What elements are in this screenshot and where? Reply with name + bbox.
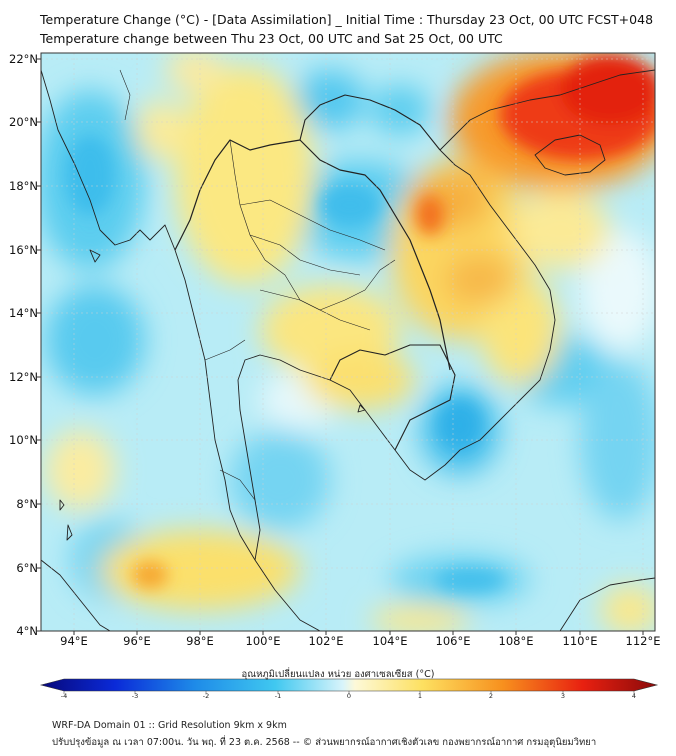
lon-label: 96°E (123, 634, 151, 648)
lat-label: 14°N (9, 306, 38, 320)
lat-label: 8°N (16, 497, 38, 511)
colorbar-title: อุณหภูมิเปลี่ยนแปลง หน่วย องศาเซลเซียส (… (241, 669, 435, 680)
colorbar-tick-label: 3 (560, 692, 566, 700)
lon-label: 94°E (60, 634, 88, 648)
map-title: Temperature Change (°C) - [Data Assimila… (40, 12, 654, 27)
coastlines-borders (41, 69, 655, 631)
temperature-field (41, 53, 655, 631)
colorbar-tick-label: 2 (488, 692, 494, 700)
lat-label: 4°N (16, 624, 38, 638)
lat-label: 6°N (16, 561, 38, 575)
lat-label: 16°N (9, 243, 38, 257)
lon-label: 106°E (435, 634, 471, 648)
map-subtitle: Temperature change between Thu 23 Oct, 0… (40, 31, 503, 46)
footer-credit: ปรับปรุงข้อมูล ณ เวลา 07:00น. วัน พฤ. ที… (52, 737, 597, 748)
field-blobs (41, 53, 655, 631)
lon-label: 108°E (498, 634, 534, 648)
lon-label: 100°E (245, 634, 281, 648)
lon-label: 110°E (562, 634, 598, 648)
colorbar-tick-label: -3 (131, 692, 139, 700)
colorbar (39, 678, 659, 694)
footer-model-info: WRF-DA Domain 01 :: Grid Resolution 9km … (52, 720, 287, 731)
colorbar-tick-label: 1 (417, 692, 423, 700)
colorbar-tick-label: -4 (60, 692, 68, 700)
colorbar-tick-label: -2 (202, 692, 210, 700)
colorbar-tick-label: 4 (631, 692, 637, 700)
field-cores (65, 55, 655, 592)
lat-label: 18°N (9, 179, 38, 193)
lat-label: 22°N (9, 52, 38, 66)
axis-ticks (37, 58, 644, 635)
lat-label: 20°N (9, 115, 38, 129)
lon-label: 104°E (372, 634, 408, 648)
colorbar-tick-label: -1 (274, 692, 282, 700)
colorbar-tick-label: 0 (346, 692, 352, 700)
map-frame (40, 52, 656, 632)
lon-label: 102°E (308, 634, 344, 648)
lat-label: 10°N (9, 433, 38, 447)
lon-label: 112°E (625, 634, 661, 648)
lat-label: 12°N (9, 370, 38, 384)
graticule (41, 53, 655, 631)
lon-label: 98°E (186, 634, 214, 648)
